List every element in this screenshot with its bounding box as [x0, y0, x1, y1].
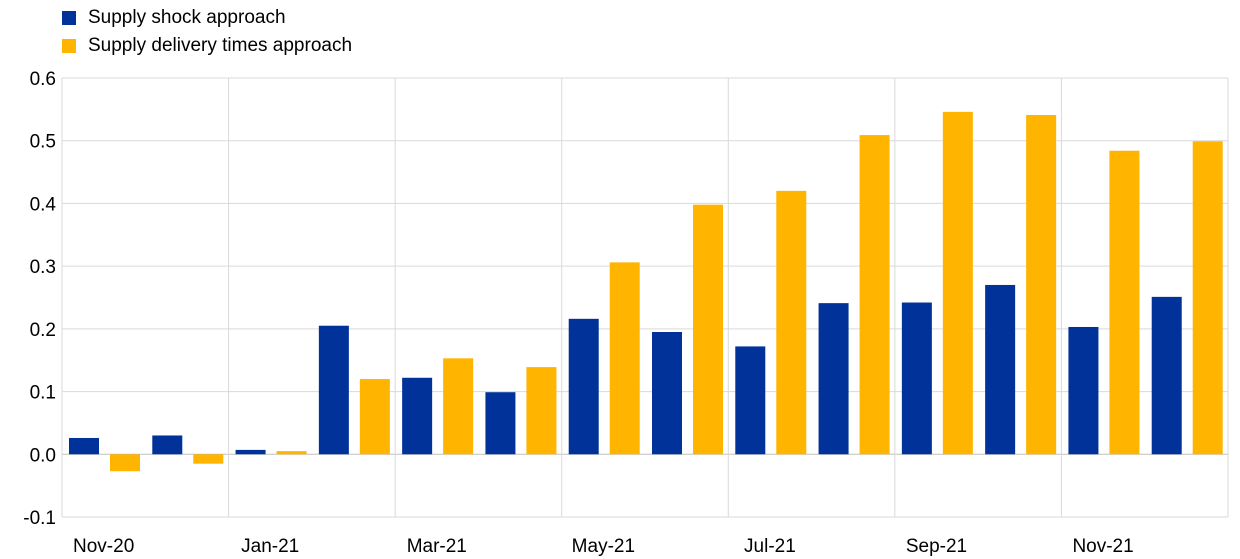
bar-supply-shock [985, 284, 1016, 455]
bar-delivery-times [609, 262, 640, 455]
x-tick-label: Mar-21 [407, 536, 467, 557]
bar-supply-shock [901, 302, 932, 455]
y-tick-label: 0.3 [30, 257, 56, 278]
legend-label-supply-shock: Supply shock approach [88, 7, 286, 28]
bar-delivery-times [1109, 150, 1140, 455]
bar-supply-shock [652, 331, 682, 455]
bar-delivery-times [110, 454, 140, 472]
y-tick-label: -0.1 [23, 508, 56, 529]
bar-supply-shock [818, 303, 849, 455]
bar-supply-shock [69, 437, 99, 455]
bar-supply-shock [402, 377, 433, 455]
legend-label-delivery-times: Supply delivery times approach [88, 35, 353, 56]
bar-delivery-times [276, 451, 307, 455]
bar-delivery-times [776, 190, 807, 455]
bar-delivery-times [942, 111, 973, 455]
bar-delivery-times [193, 454, 224, 464]
bar-supply-shock [152, 435, 183, 455]
x-tick-label: Jul-21 [744, 536, 796, 557]
bar-delivery-times [526, 367, 557, 455]
legend-swatch-delivery-times [62, 39, 76, 53]
y-tick-label: 0.0 [30, 445, 56, 466]
legend: Supply shock approach Supply delivery ti… [62, 4, 352, 60]
y-tick-label: 0.6 [30, 69, 56, 90]
y-tick-label: 0.2 [30, 320, 56, 341]
x-tick-label: Jan-21 [241, 536, 299, 557]
bar-delivery-times [1026, 115, 1057, 455]
y-tick-label: 0.1 [30, 383, 56, 404]
legend-item-delivery-times: Supply delivery times approach [62, 32, 352, 60]
x-tick-label: May-21 [572, 536, 635, 557]
bar-delivery-times [443, 358, 474, 455]
legend-item-supply-shock: Supply shock approach [62, 4, 352, 32]
bar-supply-shock [568, 318, 599, 455]
bar-supply-shock [735, 346, 766, 455]
bar-supply-shock [485, 392, 516, 455]
bar-delivery-times [859, 135, 890, 455]
bar-delivery-times [693, 204, 723, 455]
bar-supply-shock [1151, 296, 1182, 455]
x-tick-label: Nov-20 [73, 536, 134, 557]
legend-swatch-supply-shock [62, 11, 76, 25]
bar-supply-shock [1068, 326, 1099, 455]
y-tick-label: 0.5 [30, 132, 56, 153]
x-tick-label: Nov-21 [1072, 536, 1133, 557]
bar-supply-shock [318, 325, 349, 455]
bar-delivery-times [359, 379, 390, 455]
bar-supply-shock [235, 449, 266, 455]
bar-delivery-times [1192, 141, 1223, 455]
x-tick-label: Sep-21 [906, 536, 967, 557]
y-tick-label: 0.4 [30, 194, 57, 215]
